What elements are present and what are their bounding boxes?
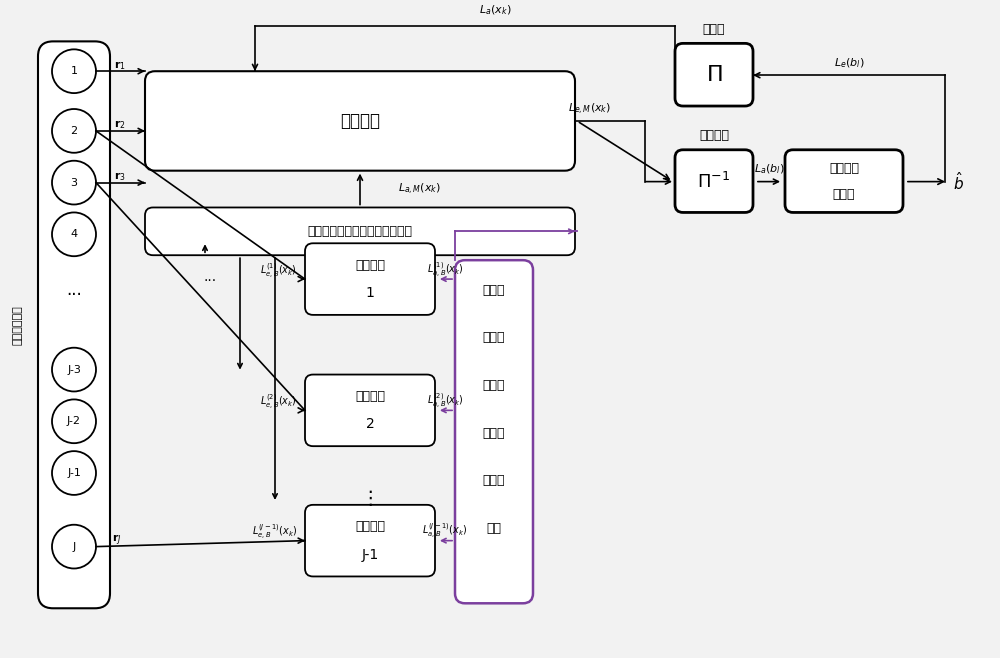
Text: 主均衡器: 主均衡器 xyxy=(340,112,380,130)
Text: 4: 4 xyxy=(70,230,78,240)
Text: $L_e(b_l)$: $L_e(b_l)$ xyxy=(834,57,864,70)
Text: $\Pi$: $\Pi$ xyxy=(706,65,722,85)
Circle shape xyxy=(52,213,96,256)
Text: $L_a(x_k)$: $L_a(x_k)$ xyxy=(479,3,511,16)
FancyBboxPatch shape xyxy=(675,43,753,106)
Text: $\mathbf{r}_J$: $\mathbf{r}_J$ xyxy=(112,533,122,548)
Text: J: J xyxy=(72,542,76,551)
Text: $L_{a,B}^{(J-1)}(x_k)$: $L_{a,B}^{(J-1)}(x_k)$ xyxy=(422,522,468,542)
Text: $L_a(b_l)$: $L_a(b_l)$ xyxy=(754,163,784,176)
Text: $L_{e,B}^{(2)}(x_k)$: $L_{e,B}^{(2)}(x_k)$ xyxy=(260,393,297,412)
Text: 然比: 然比 xyxy=(486,522,502,535)
FancyBboxPatch shape xyxy=(455,260,533,603)
Text: J-1: J-1 xyxy=(67,468,81,478)
FancyBboxPatch shape xyxy=(38,41,110,608)
Text: J-1: J-1 xyxy=(361,547,379,561)
Circle shape xyxy=(52,451,96,495)
Text: 的先验: 的先验 xyxy=(483,427,505,440)
Text: 器所需: 器所需 xyxy=(483,379,505,392)
Text: $L_{a,M}(x_k)$: $L_{a,M}(x_k)$ xyxy=(398,182,442,197)
Circle shape xyxy=(52,399,96,443)
FancyBboxPatch shape xyxy=(305,505,435,576)
Text: $\mathbf{r}_2$: $\mathbf{r}_2$ xyxy=(114,118,126,132)
Text: $\Pi^{-1}$: $\Pi^{-1}$ xyxy=(697,172,731,191)
Text: ...: ... xyxy=(66,281,82,299)
Text: 软入软出: 软入软出 xyxy=(829,162,859,175)
Text: 交织器: 交织器 xyxy=(703,23,725,36)
FancyBboxPatch shape xyxy=(145,71,575,170)
FancyBboxPatch shape xyxy=(785,150,903,213)
Text: $L_{e,B}^{(1)}(x_k)$: $L_{e,B}^{(1)}(x_k)$ xyxy=(260,262,297,281)
Text: $L_{a,B}^{(2)}(x_k)$: $L_{a,B}^{(2)}(x_k)$ xyxy=(427,392,463,411)
Text: $\hat{b}$: $\hat{b}$ xyxy=(953,170,963,193)
Text: 1: 1 xyxy=(70,66,78,76)
Text: 译码器: 译码器 xyxy=(833,188,855,201)
Text: 解交织器: 解交织器 xyxy=(699,130,729,142)
FancyBboxPatch shape xyxy=(305,243,435,315)
FancyBboxPatch shape xyxy=(675,150,753,213)
Circle shape xyxy=(52,49,96,93)
Text: 对数似: 对数似 xyxy=(483,474,505,488)
Circle shape xyxy=(52,524,96,569)
Text: $\mathbf{r}_1$: $\mathbf{r}_1$ xyxy=(114,59,126,72)
Text: 从均衡器: 从均衡器 xyxy=(355,390,385,403)
Text: 计算主均衡器的先验对数似然比: 计算主均衡器的先验对数似然比 xyxy=(308,225,413,238)
Text: 3: 3 xyxy=(70,178,78,188)
Text: 从均衡器: 从均衡器 xyxy=(355,520,385,533)
Text: $L_{e,M}(x_k)$: $L_{e,M}(x_k)$ xyxy=(568,101,612,116)
Circle shape xyxy=(52,161,96,205)
FancyBboxPatch shape xyxy=(305,374,435,446)
Text: $L_{a,B}^{(1)}(x_k)$: $L_{a,B}^{(1)}(x_k)$ xyxy=(427,261,463,280)
Text: 2: 2 xyxy=(366,417,374,431)
Text: ⋮: ⋮ xyxy=(360,490,380,509)
Text: $\mathbf{r}_3$: $\mathbf{r}_3$ xyxy=(114,170,126,183)
Text: $L_{e,B}^{(J-1)}(x_k)$: $L_{e,B}^{(J-1)}(x_k)$ xyxy=(252,523,297,542)
Text: 从均衡: 从均衡 xyxy=(483,331,505,344)
Text: 从均衡器: 从均衡器 xyxy=(355,259,385,272)
Text: 2: 2 xyxy=(70,126,78,136)
FancyBboxPatch shape xyxy=(145,207,575,255)
Text: ...: ... xyxy=(203,270,217,284)
Text: 接收水听器阵: 接收水听器阵 xyxy=(13,305,23,345)
Text: 1: 1 xyxy=(366,286,374,300)
Text: 计算各: 计算各 xyxy=(483,284,505,297)
Text: J-2: J-2 xyxy=(67,417,81,426)
Circle shape xyxy=(52,109,96,153)
Circle shape xyxy=(52,347,96,392)
Text: J-3: J-3 xyxy=(67,365,81,374)
